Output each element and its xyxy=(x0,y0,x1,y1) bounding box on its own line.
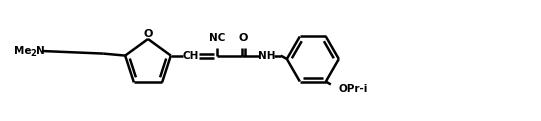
Text: 2: 2 xyxy=(30,49,36,58)
Text: O: O xyxy=(143,29,153,39)
Text: NH: NH xyxy=(258,51,275,61)
Text: N: N xyxy=(36,46,45,56)
Text: O: O xyxy=(239,33,248,43)
Text: Me: Me xyxy=(14,46,31,56)
Text: OPr-i: OPr-i xyxy=(338,83,367,94)
Text: NC: NC xyxy=(209,33,225,43)
Text: CH: CH xyxy=(183,51,199,61)
